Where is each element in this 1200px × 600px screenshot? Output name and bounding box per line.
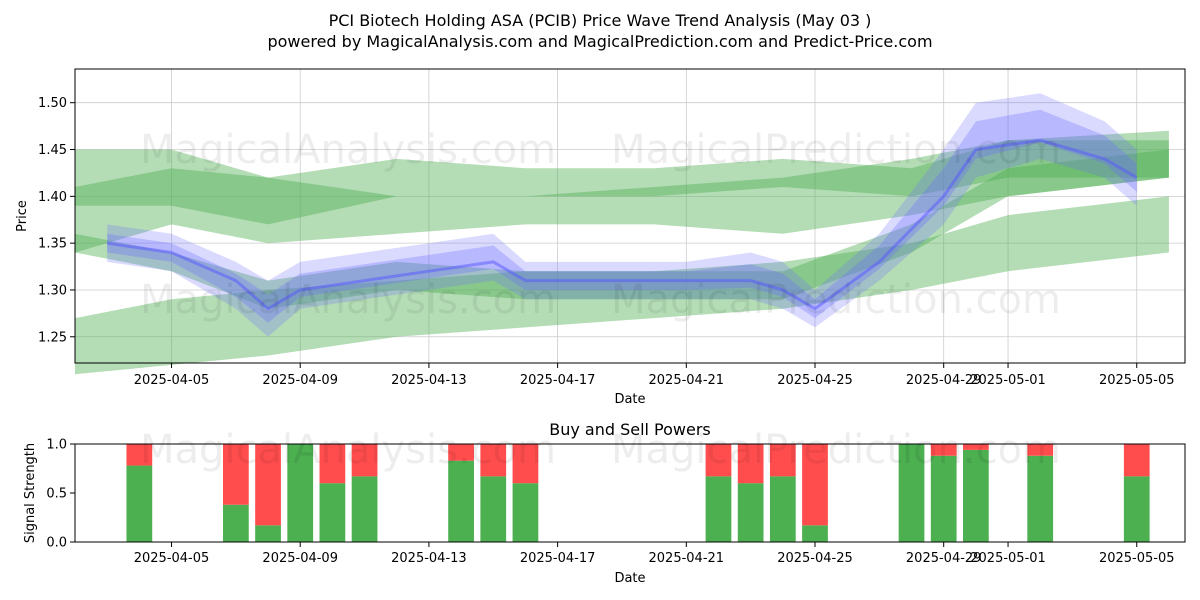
green-trend-band-1 bbox=[75, 130, 1169, 253]
blue-wave-line bbox=[106, 138, 1138, 311]
signal-x-label: Date bbox=[614, 571, 645, 586]
price-x-tick-label: 2025-04-09 bbox=[262, 373, 338, 388]
signal-y-tick-label: 1.0 bbox=[46, 438, 67, 453]
buy-bar bbox=[769, 476, 796, 542]
buy-bar bbox=[448, 460, 474, 542]
sell-bar bbox=[512, 444, 539, 484]
sell-bar bbox=[351, 444, 378, 477]
buy-bar bbox=[255, 525, 281, 542]
price-plot: 2025-04-05 2025-04-09 2025-04-13 2025-04-17… bbox=[15, 68, 1186, 407]
price-y-axis: 1.25 1.30 1.35 1.40 1.45 1.50 bbox=[38, 96, 75, 345]
signal-y-tick-label: 0.0 bbox=[46, 536, 67, 551]
watermark-prediction-bottom: MagicalPrediction.com bbox=[611, 427, 1061, 473]
signal-x-tick-label: 2025-04-05 bbox=[134, 551, 210, 566]
buy-bar bbox=[898, 444, 925, 542]
signal-bars bbox=[126, 444, 1150, 542]
sell-bar bbox=[126, 444, 153, 466]
signal-x-tick-label: 2025-04-09 bbox=[262, 551, 338, 566]
signal-x-tick-label: 2025-05-05 bbox=[1099, 551, 1175, 566]
buy-bar bbox=[126, 465, 153, 542]
signal-x-tick-label: 2025-05-01 bbox=[970, 551, 1046, 566]
sell-bar bbox=[448, 444, 474, 461]
price-x-label: Date bbox=[614, 392, 645, 407]
sell-bar bbox=[255, 444, 281, 526]
price-x-tick-label: 2025-04-13 bbox=[391, 373, 467, 388]
signal-y-axis: 0.0 0.5 1.0 bbox=[46, 438, 75, 551]
sell-bar bbox=[480, 444, 507, 477]
sell-bar bbox=[1123, 444, 1150, 477]
buy-bar bbox=[351, 476, 378, 542]
sell-bar bbox=[705, 444, 732, 477]
buy-bar bbox=[1123, 476, 1150, 542]
signal-x-axis: 2025-04-05 2025-04-09 2025-04-13 2025-04-17… bbox=[134, 542, 1175, 566]
price-x-tick-label: 2025-05-05 bbox=[1099, 373, 1175, 388]
buy-bar bbox=[1027, 455, 1054, 542]
price-x-tick-label: 2025-05-01 bbox=[970, 373, 1046, 388]
watermark-analysis-top: MagicalAnalysis.com bbox=[140, 127, 556, 173]
buy-bar bbox=[223, 504, 249, 542]
price-x-tick-label: 2025-04-21 bbox=[649, 373, 725, 388]
signal-plot-title: Buy and Sell Powers bbox=[549, 420, 711, 439]
chart-subtitle: powered by MagicalAnalysis.com and Magic… bbox=[267, 32, 932, 51]
price-y-tick-label: 1.45 bbox=[38, 143, 67, 158]
price-y-tick-label: 1.40 bbox=[38, 190, 67, 205]
sell-bar bbox=[930, 444, 957, 456]
buy-bar bbox=[737, 483, 764, 542]
blue-wave-band bbox=[107, 93, 1137, 337]
signal-x-tick-label: 2025-04-25 bbox=[777, 551, 853, 566]
buy-bar bbox=[802, 525, 828, 542]
watermark-analysis-mid: MagicalAnalysis.com bbox=[140, 277, 556, 323]
buy-bar bbox=[512, 483, 539, 542]
signal-plot: Buy and Sell Powers 2025-04-05 2025-04-09… bbox=[23, 420, 1186, 586]
signal-x-tick-label: 2025-04-29 bbox=[906, 551, 982, 566]
green-trend-band-4 bbox=[75, 149, 1169, 309]
price-x-tick-label: 2025-04-29 bbox=[906, 373, 982, 388]
price-y-label: Price bbox=[15, 200, 30, 232]
chart-title: PCI Biotech Holding ASA (PCIB) Price Wav… bbox=[329, 11, 872, 30]
watermark-analysis-bottom: MagicalAnalysis.com bbox=[140, 427, 556, 473]
buy-bar bbox=[480, 476, 507, 542]
price-plot-frame bbox=[74, 68, 1186, 364]
sell-bar bbox=[769, 444, 796, 477]
price-y-tick-label: 1.30 bbox=[38, 283, 67, 298]
price-x-axis: 2025-04-05 2025-04-09 2025-04-13 2025-04-17… bbox=[134, 363, 1175, 388]
buy-bar bbox=[705, 476, 732, 542]
buy-bar bbox=[930, 455, 957, 542]
price-y-tick-label: 1.35 bbox=[38, 237, 67, 252]
signal-x-tick-label: 2025-04-13 bbox=[391, 551, 467, 566]
watermark-prediction-top: MagicalPrediction.com bbox=[611, 127, 1061, 173]
buy-bar bbox=[287, 444, 314, 542]
sell-bar bbox=[802, 444, 828, 526]
signal-y-label: Signal Strength bbox=[23, 443, 38, 543]
sell-bar bbox=[737, 444, 764, 484]
price-bands bbox=[75, 93, 1169, 375]
sell-bar bbox=[963, 444, 989, 450]
sell-bar bbox=[223, 444, 249, 505]
green-trend-band-3 bbox=[75, 196, 1169, 375]
price-y-tick-label: 1.25 bbox=[38, 330, 67, 345]
price-x-tick-label: 2025-04-25 bbox=[777, 373, 853, 388]
buy-bar bbox=[963, 449, 989, 542]
sell-bar bbox=[1027, 444, 1054, 456]
signal-x-tick-label: 2025-04-17 bbox=[520, 551, 596, 566]
blue-wave-core bbox=[107, 109, 1137, 323]
watermark-prediction-mid: MagicalPrediction.com bbox=[611, 277, 1061, 323]
signal-x-tick-label: 2025-04-21 bbox=[649, 551, 725, 566]
price-grid bbox=[75, 69, 1185, 363]
price-x-tick-label: 2025-04-05 bbox=[134, 373, 210, 388]
buy-bar bbox=[319, 483, 346, 542]
signal-y-tick-label: 0.5 bbox=[46, 487, 67, 502]
price-y-tick-label: 1.50 bbox=[38, 96, 67, 111]
price-x-tick-label: 2025-04-17 bbox=[520, 373, 596, 388]
green-trend-band-2 bbox=[75, 140, 1169, 225]
sell-bar bbox=[319, 444, 346, 484]
